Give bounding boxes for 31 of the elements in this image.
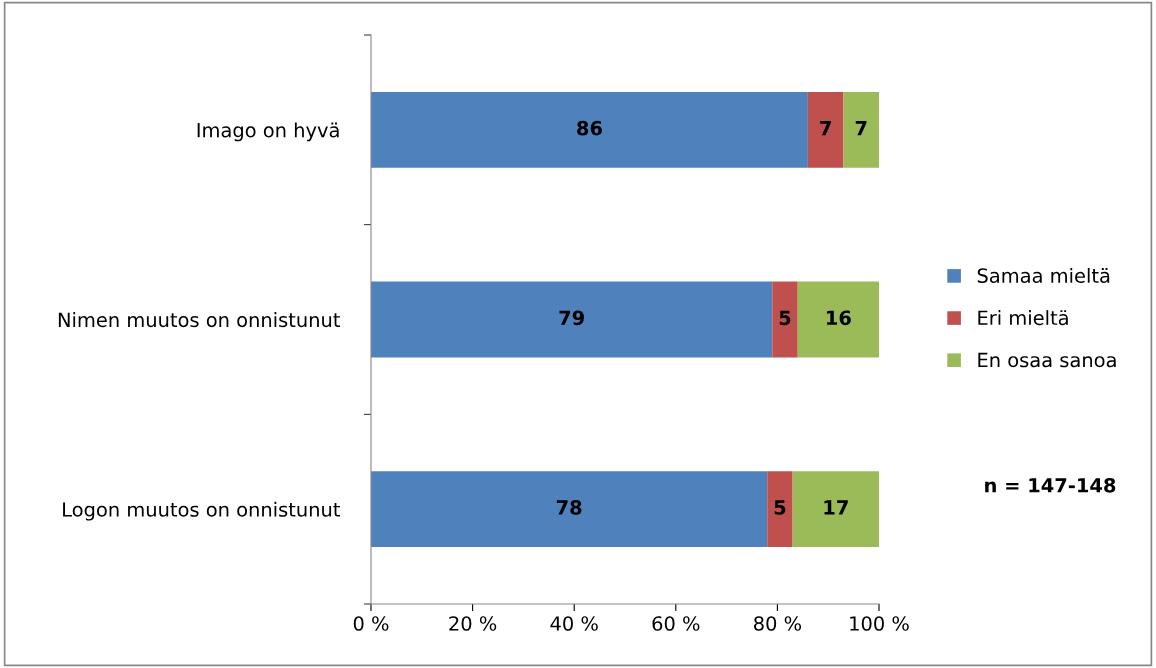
bar xyxy=(371,471,768,548)
y-tick-label: Nimen muutos on onnistunut xyxy=(58,312,340,328)
bar xyxy=(371,281,773,358)
bar xyxy=(843,91,879,168)
x-tick-label: 40 % xyxy=(550,616,598,631)
bar xyxy=(797,281,879,358)
data-label: 78 xyxy=(556,500,582,515)
data-label: 17 xyxy=(824,500,848,515)
x-tick-label: 20 % xyxy=(449,616,497,631)
x-tick-label: 80 % xyxy=(754,616,802,631)
x-tick-label: 60 % xyxy=(652,616,700,631)
text: n = 147-148 xyxy=(985,477,1116,493)
data-label: 7 xyxy=(855,121,867,136)
y-tick-label: Imago on hyvä xyxy=(197,122,339,142)
legend-label: En osaa sanoa xyxy=(978,352,1116,368)
data-label: 5 xyxy=(779,310,791,326)
bar xyxy=(371,91,808,168)
data-label: 86 xyxy=(577,120,602,136)
data-label: 16 xyxy=(827,310,851,326)
bar xyxy=(767,471,793,548)
bar xyxy=(807,91,844,168)
data-label: 79 xyxy=(559,310,584,326)
bar xyxy=(772,281,798,358)
legend-label: Samaa mieltä xyxy=(977,267,1110,283)
bar xyxy=(792,471,879,548)
data-label: 7 xyxy=(820,121,831,136)
data-label: 5 xyxy=(774,500,786,515)
y-tick-label: Logon muutos on onnistunut xyxy=(63,501,340,521)
x-tick-label: 0 % xyxy=(353,616,389,631)
x-tick-label: 100 % xyxy=(850,616,909,631)
legend-label: Eri mieltä xyxy=(978,310,1068,326)
